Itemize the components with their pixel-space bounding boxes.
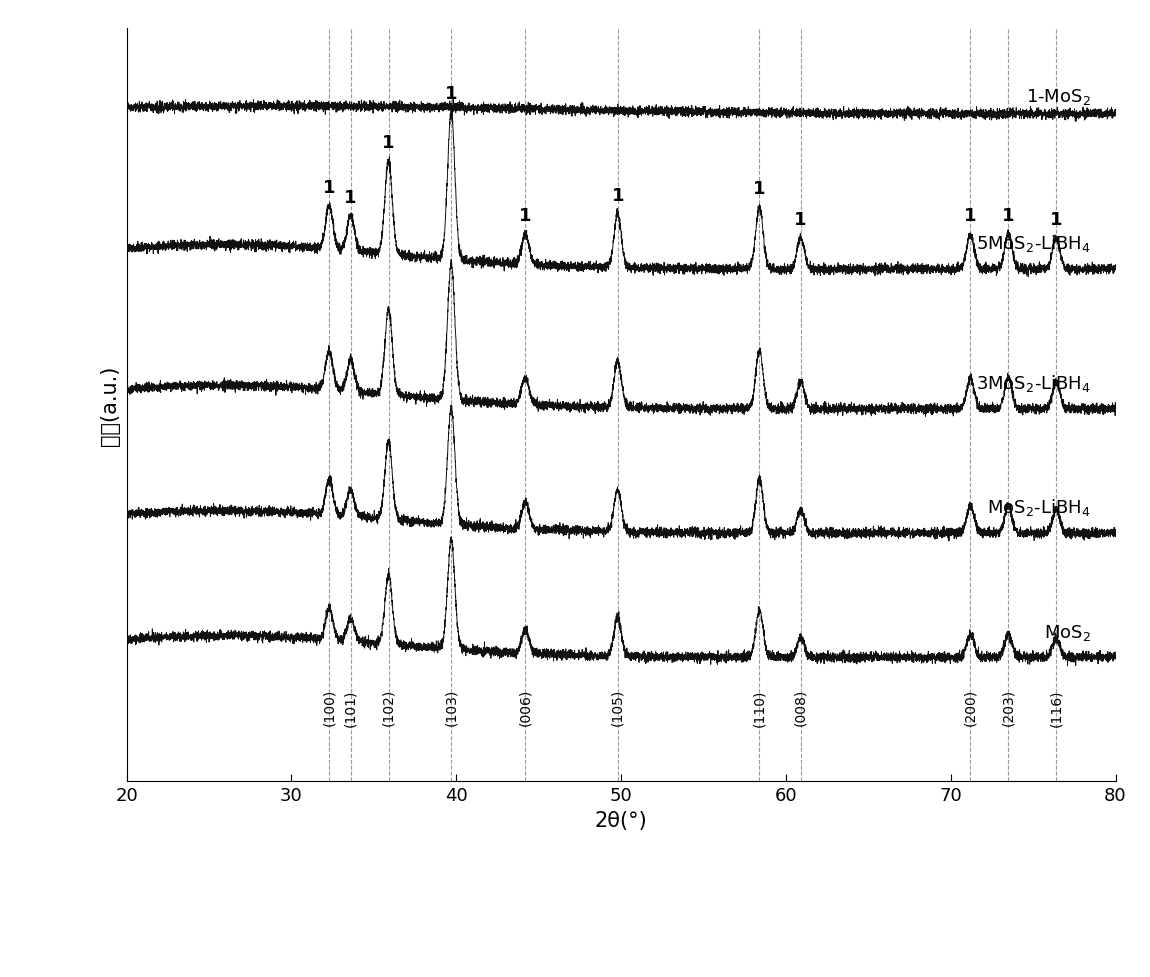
Text: (105): (105) [611, 689, 624, 726]
Text: (008): (008) [793, 689, 807, 726]
Text: MoS$_2$-LiBH$_4$: MoS$_2$-LiBH$_4$ [987, 497, 1091, 518]
Text: 1: 1 [344, 189, 356, 207]
Text: 5MoS$_2$-LiBH$_4$: 5MoS$_2$-LiBH$_4$ [976, 234, 1091, 254]
Text: (200): (200) [964, 689, 978, 726]
Text: 1-MoS$_2$: 1-MoS$_2$ [1026, 87, 1091, 106]
Text: 1: 1 [753, 180, 766, 198]
Text: (102): (102) [382, 689, 396, 726]
Y-axis label: 峰强(a.u.): 峰强(a.u.) [100, 365, 120, 446]
Text: (103): (103) [444, 689, 458, 726]
Text: 1: 1 [1050, 211, 1063, 229]
Text: 1: 1 [323, 180, 336, 197]
Text: 1: 1 [445, 85, 458, 104]
Text: 1: 1 [964, 207, 976, 225]
Text: (116): (116) [1049, 689, 1063, 726]
Text: 1: 1 [612, 187, 624, 204]
Text: MoS$_2$: MoS$_2$ [1044, 622, 1091, 642]
Text: (110): (110) [752, 689, 766, 726]
Text: (203): (203) [1002, 689, 1015, 726]
Text: (100): (100) [322, 689, 336, 726]
Text: 1: 1 [382, 134, 394, 152]
Text: 1: 1 [1002, 207, 1014, 225]
Text: 3MoS$_2$-LiBH$_4$: 3MoS$_2$-LiBH$_4$ [976, 373, 1091, 394]
Text: (006): (006) [519, 689, 532, 726]
Text: 1: 1 [795, 211, 807, 229]
X-axis label: 2θ(°): 2θ(°) [595, 810, 647, 830]
Text: 1: 1 [519, 206, 531, 225]
Text: (101): (101) [344, 689, 358, 726]
